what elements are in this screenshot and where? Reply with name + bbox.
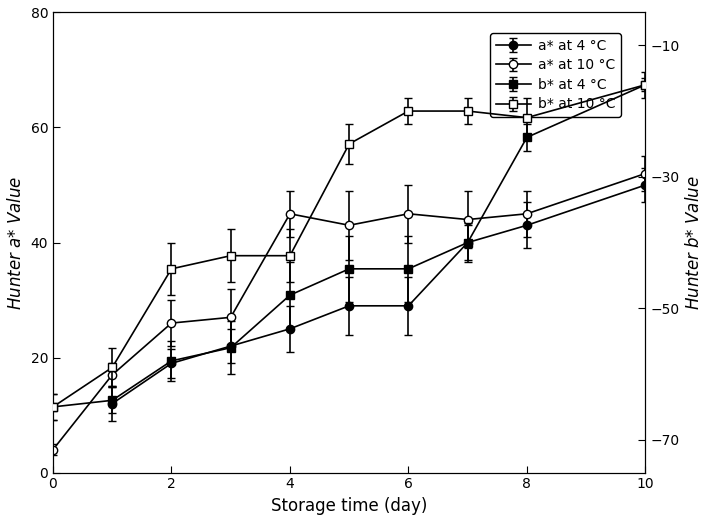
Y-axis label: Hunter $a$* Value: Hunter $a$* Value (7, 175, 25, 310)
X-axis label: Storage time (day): Storage time (day) (271, 497, 427, 515)
Legend: a* at 4 °C, a* at 10 °C, b* at 4 °C, b* at 10 °C: a* at 4 °C, a* at 10 °C, b* at 4 °C, b* … (491, 33, 621, 117)
Y-axis label: Hunter $b$* Value: Hunter $b$* Value (685, 175, 703, 310)
